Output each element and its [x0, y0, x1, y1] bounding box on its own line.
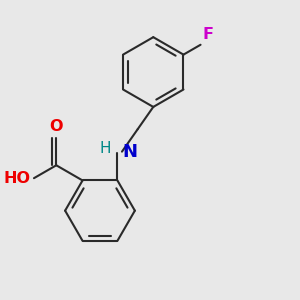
Text: N: N — [122, 142, 137, 160]
Text: H: H — [99, 141, 111, 156]
Text: F: F — [203, 27, 214, 42]
Text: O: O — [50, 119, 63, 134]
Text: HO: HO — [4, 171, 31, 186]
